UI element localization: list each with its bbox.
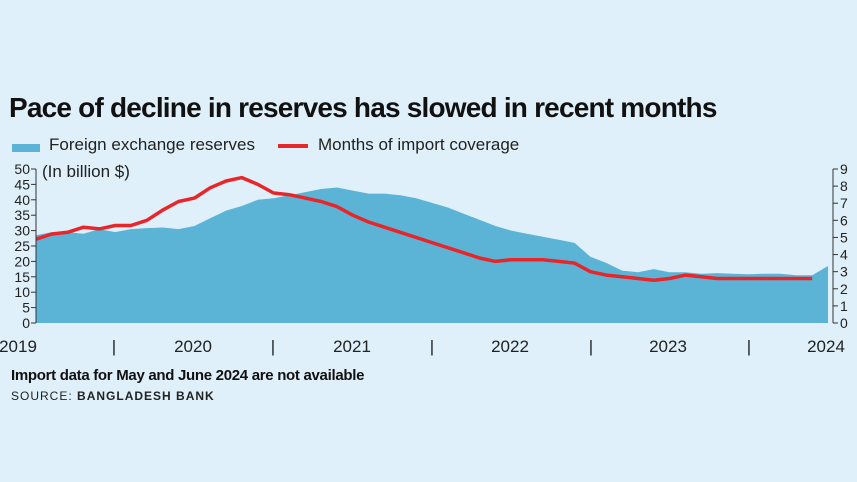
- import-legend-swatch: [278, 144, 308, 148]
- left-axis-tick-label: 5: [22, 300, 30, 316]
- x-axis-year-label: 2021: [333, 337, 371, 356]
- source-line: SOURCE: BANGLADESH BANK: [11, 389, 215, 403]
- right-axis-tick-label: 0: [840, 315, 848, 331]
- right-axis-tick-label: 6: [840, 212, 848, 228]
- x-axis-year-label: 2022: [491, 337, 529, 356]
- x-axis-separator: |: [430, 337, 434, 356]
- left-axis-tick-label: 30: [14, 223, 30, 239]
- right-axis-tick-label: 4: [840, 247, 848, 263]
- x-axis-year-label: 2019: [0, 337, 37, 356]
- x-axis-year-label: 2023: [649, 337, 687, 356]
- right-axis-tick-label: 5: [840, 229, 848, 245]
- right-axis-tick-label: 3: [840, 264, 848, 280]
- right-axis-tick-label: 2: [840, 281, 848, 297]
- x-axis-separator: |: [747, 337, 751, 356]
- right-axis-tick-label: 9: [840, 161, 848, 177]
- right-axis-tick-label: 7: [840, 195, 848, 211]
- x-axis-separator: |: [112, 337, 116, 356]
- left-axis-tick-label: 15: [14, 269, 30, 285]
- right-axis-tick-label: 8: [840, 178, 848, 194]
- x-axis-year-label: 2024: [807, 337, 845, 356]
- reserves-area: [36, 187, 828, 323]
- x-axis-separator: |: [589, 337, 593, 356]
- source-name: BANGLADESH BANK: [77, 389, 215, 403]
- left-axis-tick-label: 40: [14, 192, 30, 208]
- left-axis-tick-label: 45: [14, 176, 30, 192]
- left-axis-tick-label: 50: [14, 161, 30, 177]
- x-axis-year-label: 2020: [174, 337, 212, 356]
- left-axis-tick-label: 35: [14, 207, 30, 223]
- import-legend-label: Months of import coverage: [318, 135, 520, 154]
- reserves-legend-swatch: [12, 144, 40, 152]
- chart-title: Pace of decline in reserves has slowed i…: [9, 92, 717, 123]
- left-axis-tick-label: 0: [22, 315, 30, 331]
- left-axis-tick-label: 20: [14, 253, 30, 269]
- left-axis-tick-label: 25: [14, 238, 30, 254]
- x-axis-separator: |: [271, 337, 275, 356]
- import-coverage-line: [35, 175, 813, 282]
- footnote: Import data for May and June 2024 are no…: [11, 367, 365, 384]
- right-axis-tick-label: 1: [840, 298, 848, 314]
- source-label: SOURCE:: [11, 389, 73, 403]
- reserves-unit-label: (In billion $): [42, 162, 130, 181]
- left-axis-tick-label: 10: [14, 284, 30, 300]
- reserves-legend-label: Foreign exchange reserves: [49, 135, 256, 154]
